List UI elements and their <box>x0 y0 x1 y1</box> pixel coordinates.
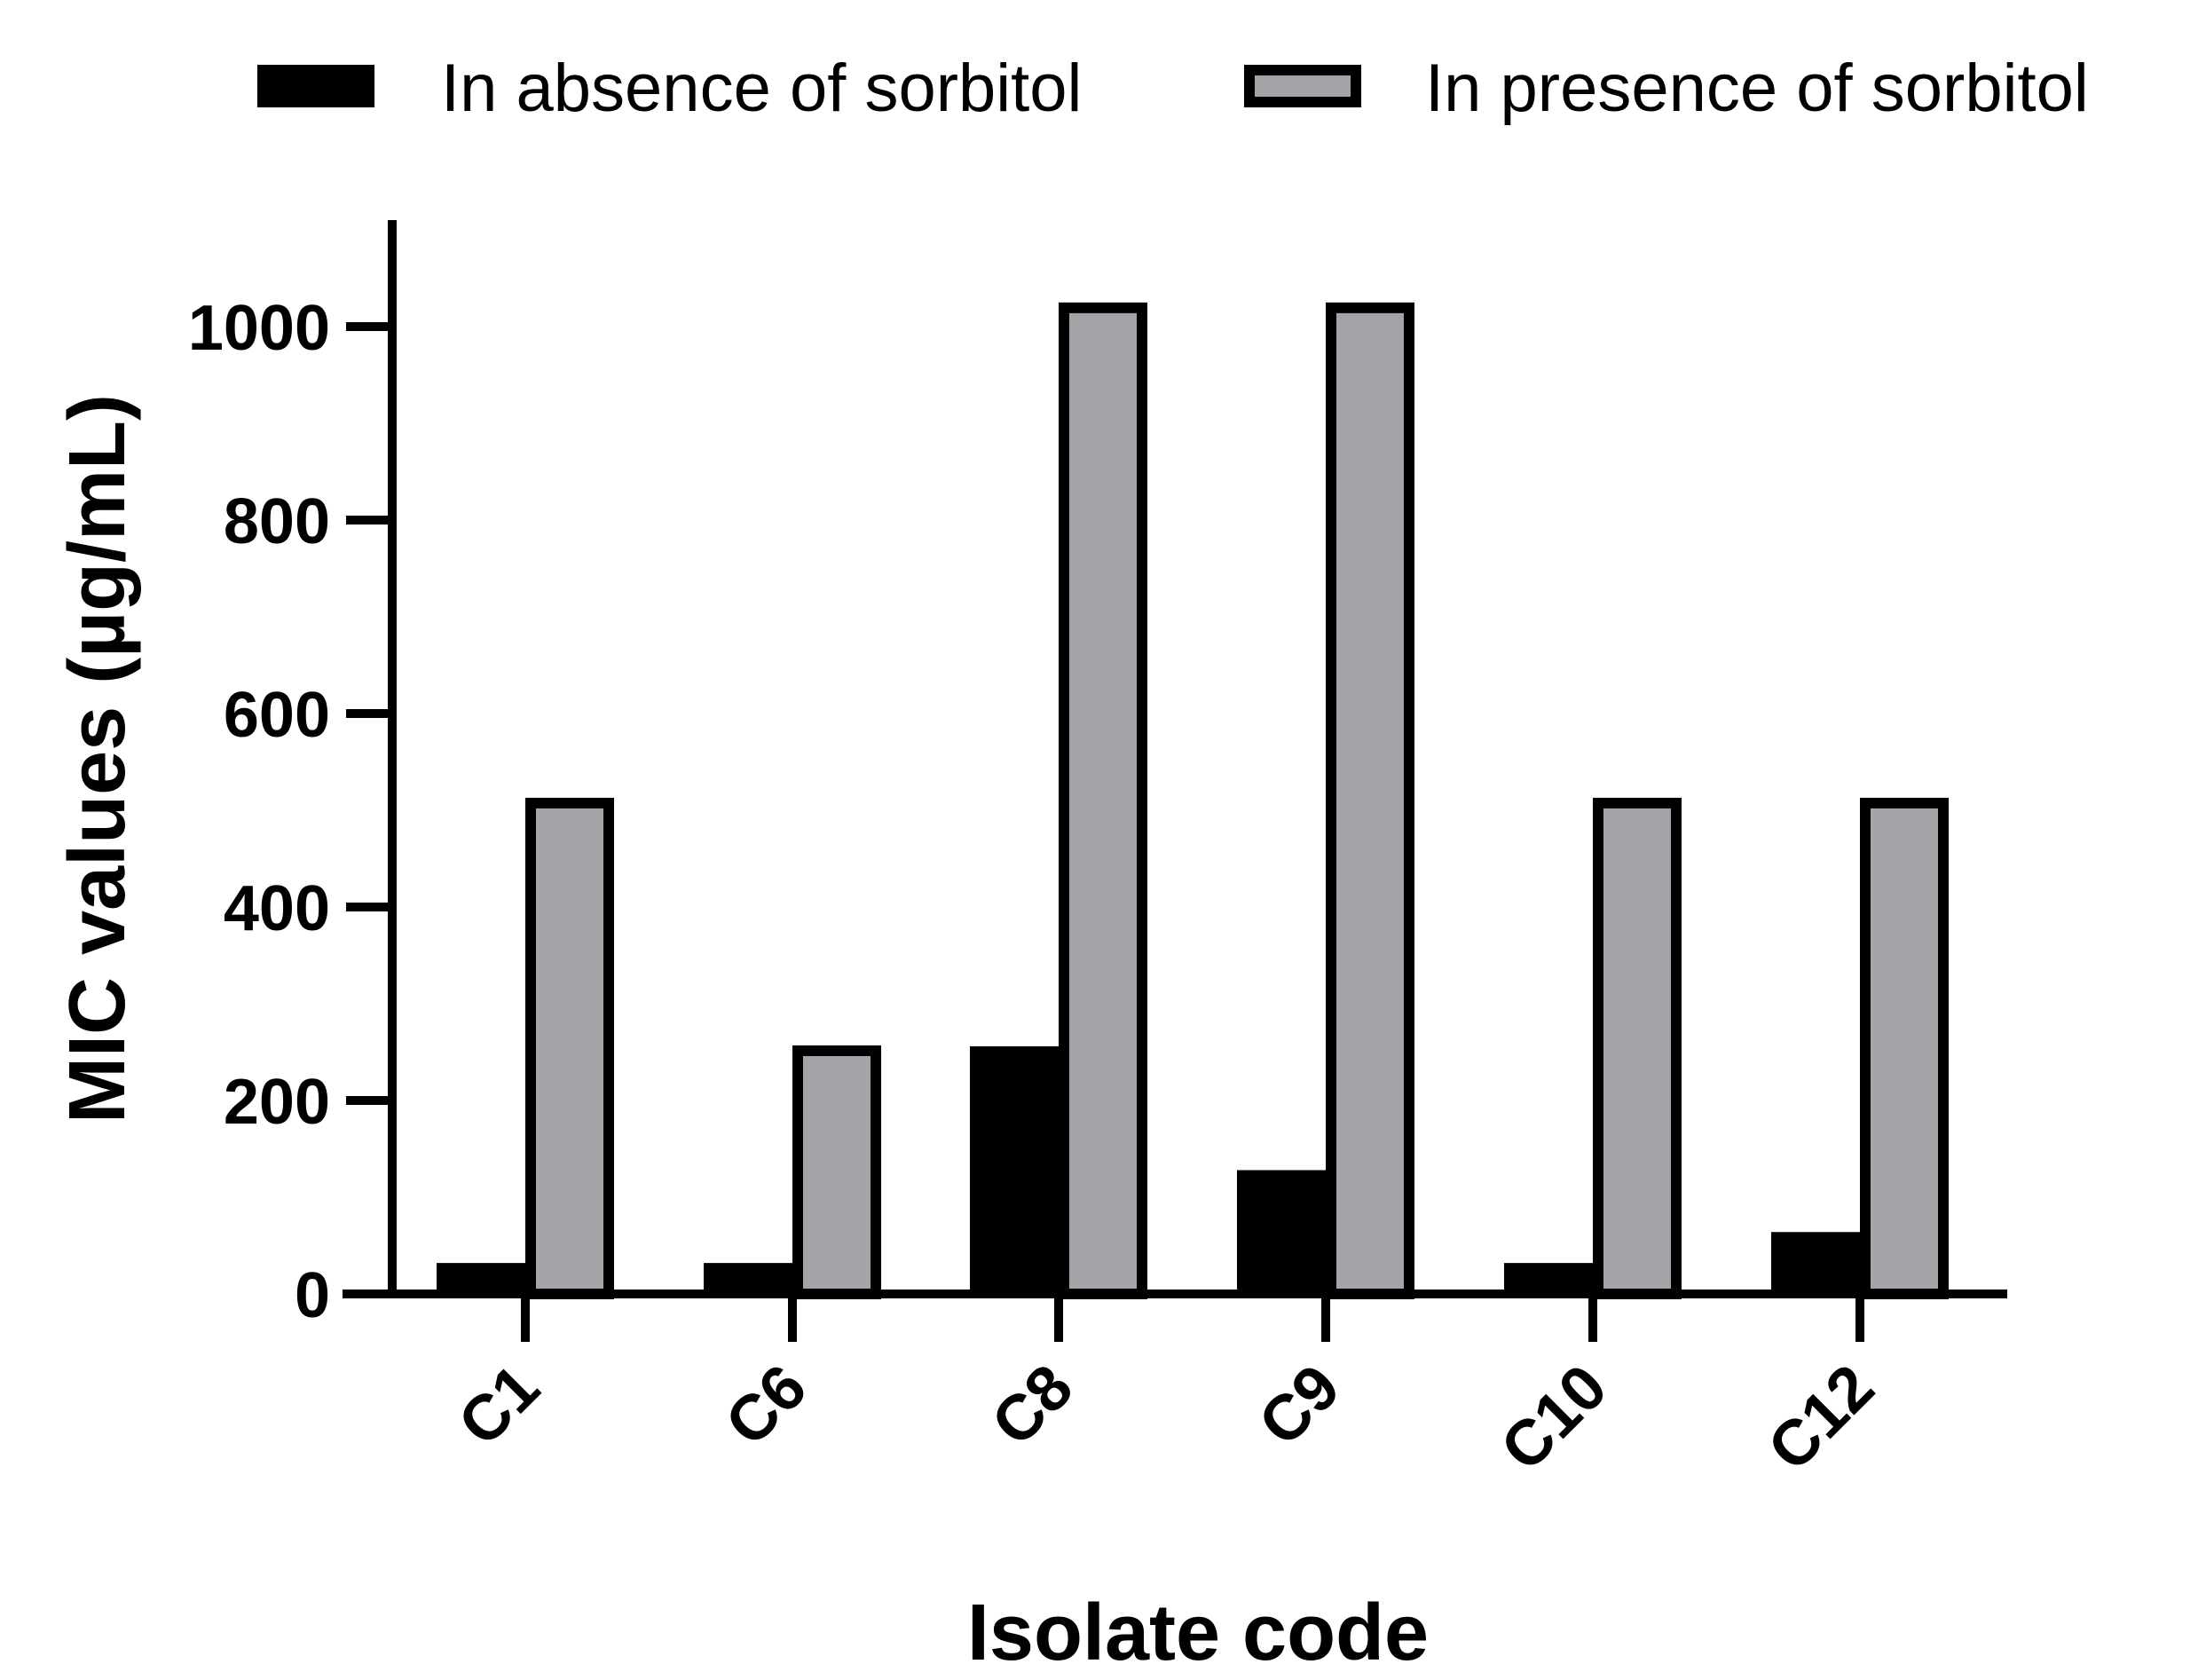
y-tick-label-200: 200 <box>224 1067 330 1138</box>
x-tick-label-c9: C9 <box>1246 1352 1354 1460</box>
y-tick-label-0: 0 <box>295 1260 330 1331</box>
bar-absence-c10 <box>1504 1263 1593 1294</box>
bar-absence-c1 <box>437 1263 525 1294</box>
bar-presence-c9 <box>1326 302 1414 1300</box>
axes-group <box>343 220 2007 1298</box>
x-tick-label-c6: C6 <box>713 1352 821 1460</box>
bar-absence-c12 <box>1771 1232 1860 1294</box>
x-tick-label-c12: C12 <box>1754 1352 1887 1485</box>
bar-absence-c6 <box>704 1263 792 1294</box>
bar-presence-c12 <box>1860 797 1949 1299</box>
bar-presence-c6 <box>792 1045 881 1299</box>
bar-presence-c10 <box>1593 797 1682 1299</box>
y-axis-title: MIC values (µg/mL) <box>53 394 142 1124</box>
y-tick-label-800: 800 <box>224 486 330 557</box>
x-tick-label-c8: C8 <box>979 1352 1087 1460</box>
legend-label-absence: In absence of sorbitol <box>441 51 1082 126</box>
bars-group <box>437 302 1949 1300</box>
bar-presence-c1 <box>525 797 614 1299</box>
x-axis-title: Isolate code <box>967 1589 1429 1677</box>
y-ticks-group: 0 200 400 600 800 1000 <box>188 293 392 1331</box>
y-tick-label-600: 600 <box>224 680 330 751</box>
bar-absence-c9 <box>1237 1170 1326 1294</box>
legend: In absence of sorbitol In presence of sor… <box>257 51 2089 126</box>
legend-swatch-presence <box>1244 65 1361 107</box>
x-tick-label-c10: C10 <box>1487 1352 1620 1485</box>
x-ticks-group: C1 C6 C8 C9 C10 C12 <box>445 1294 1887 1485</box>
legend-label-presence: In presence of sorbitol <box>1425 51 2089 126</box>
bar-absence-c8 <box>970 1045 1059 1294</box>
y-tick-label-400: 400 <box>224 873 330 944</box>
y-tick-label-1000: 1000 <box>188 293 330 364</box>
bar-presence-c8 <box>1059 302 1147 1300</box>
x-tick-label-c1: C1 <box>445 1352 554 1460</box>
legend-swatch-absence <box>257 65 374 107</box>
